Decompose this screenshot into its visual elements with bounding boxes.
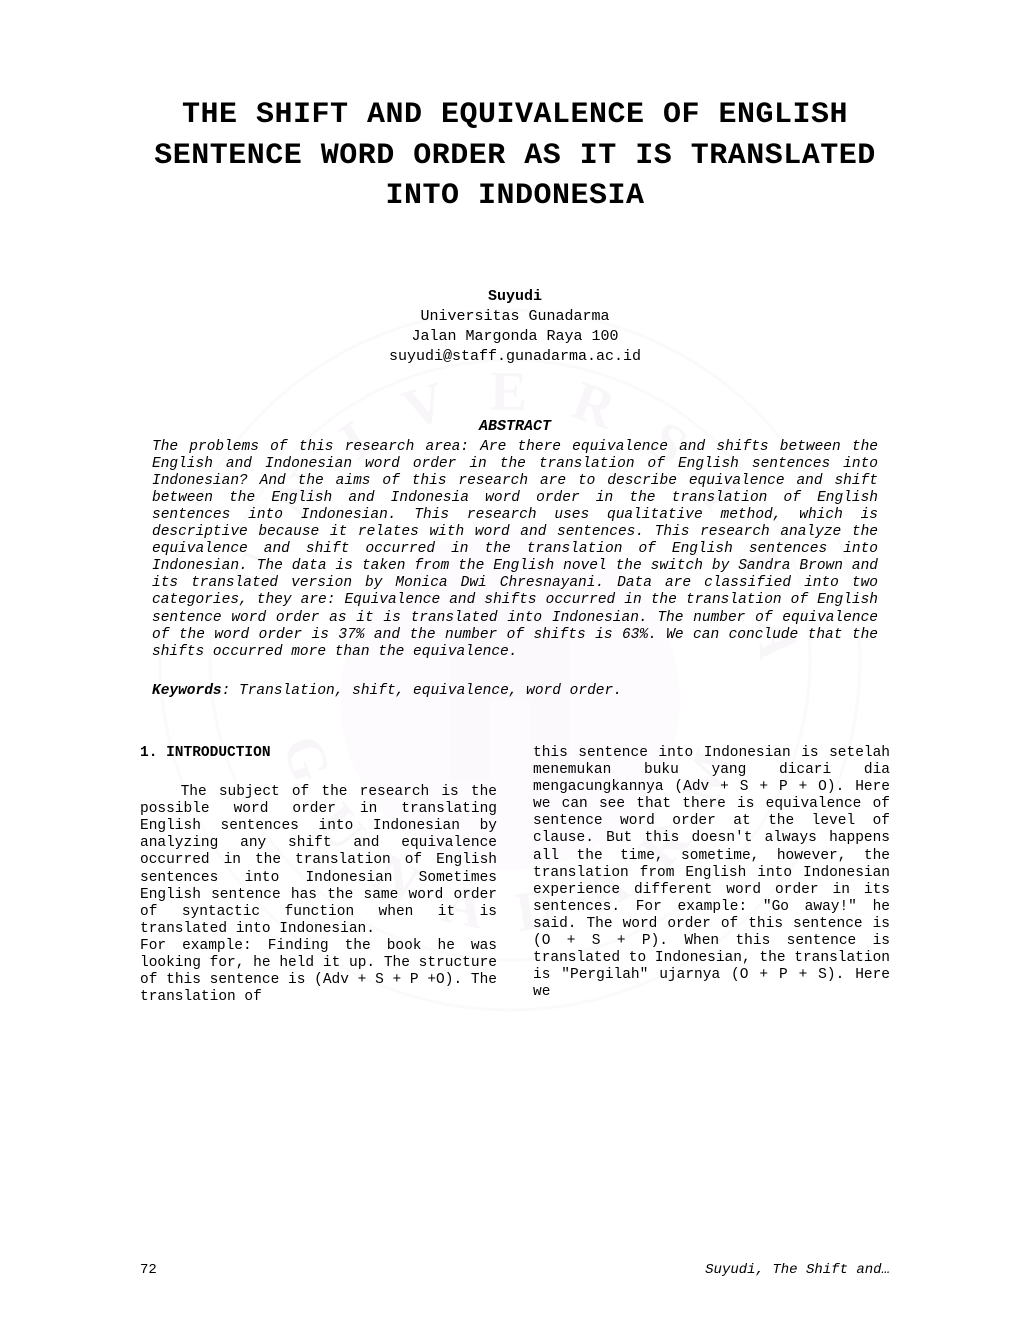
abstract-body: The problems of this research area: Are … xyxy=(152,439,878,661)
paper-title: THE SHIFT AND EQUIVALENCE OF ENGLISH SEN… xyxy=(140,95,890,217)
author-affiliation: Universitas Gunadarma xyxy=(140,307,890,327)
keywords-label: Keywords xyxy=(152,683,222,699)
page-container: THE SHIFT AND EQUIVALENCE OF ENGLISH SEN… xyxy=(0,0,1020,1320)
page-number: 72 xyxy=(140,1262,157,1278)
page-footer: 72 Suyudi, The Shift and… xyxy=(140,1262,890,1278)
running-head: Suyudi, The Shift and… xyxy=(705,1262,890,1278)
author-address: Jalan Margonda Raya 100 xyxy=(140,327,890,347)
column-right: this sentence into Indonesian is setelah… xyxy=(533,745,890,1007)
body-columns: 1. INTRODUCTION The subject of the resea… xyxy=(140,745,890,1007)
section-heading: 1. INTRODUCTION xyxy=(140,745,497,762)
keywords-text: : Translation, shift, equivalence, word … xyxy=(222,683,622,699)
paragraph-1b: For example: Finding the book he was loo… xyxy=(140,938,497,1006)
author-name: Suyudi xyxy=(140,287,890,307)
abstract-heading: ABSTRACT xyxy=(140,418,890,435)
author-block: Suyudi Universitas Gunadarma Jalan Margo… xyxy=(140,287,890,368)
author-email: suyudi@staff.gunadarma.ac.id xyxy=(140,347,890,367)
paragraph-2: this sentence into Indonesian is setelah… xyxy=(533,745,890,1002)
keywords-line: Keywords: Translation, shift, equivalenc… xyxy=(152,683,878,699)
paragraph-1: The subject of the research is the possi… xyxy=(140,784,497,938)
column-left: 1. INTRODUCTION The subject of the resea… xyxy=(140,745,497,1007)
